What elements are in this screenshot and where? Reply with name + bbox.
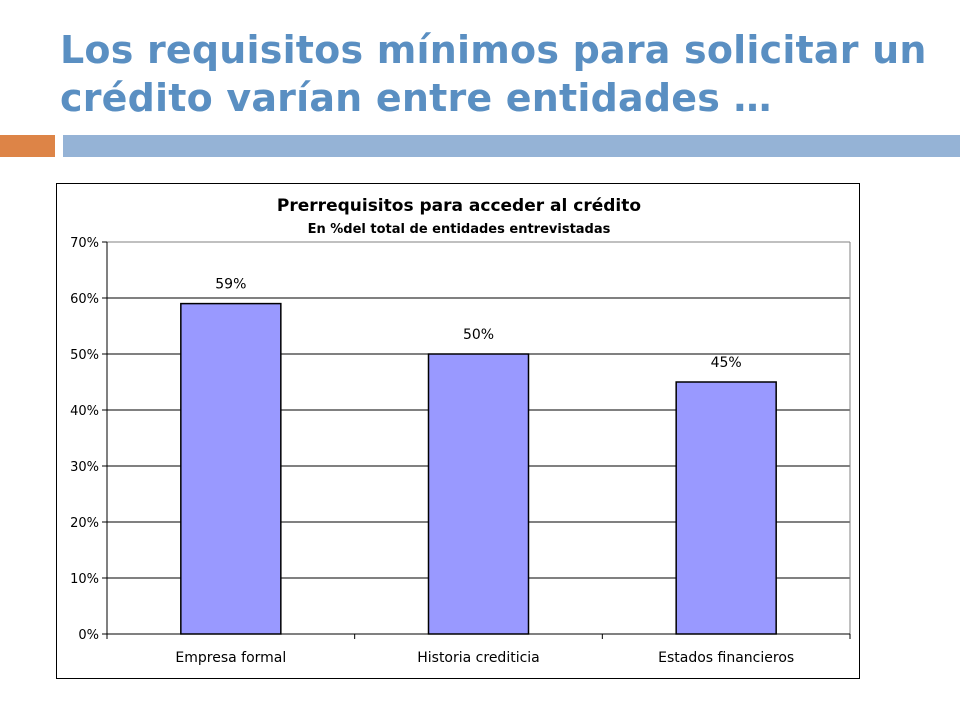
accent-bar-orange [0,135,55,157]
y-tick-label: 10% [70,572,99,587]
x-tick-label: Empresa formal [175,650,286,666]
y-tick-label: 50% [70,348,99,363]
data-label: 59% [215,277,246,293]
chart-subtitle: En %del total de entidades entrevistadas [308,222,611,237]
x-tick-label: Estados financieros [658,650,794,666]
chart-frame: Prerrequisitos para acceder al crédito E… [56,183,860,679]
slide-title-line-2: crédito varían entre entidades … [60,76,772,120]
bar [180,302,282,635]
slide-title: Los requisitos mínimos para solicitar un… [60,26,940,122]
bar [427,353,530,635]
data-label: 45% [711,355,742,371]
y-tick-label: 70% [70,236,99,251]
y-tick-label: 60% [70,292,99,307]
slide-title-line-1: Los requisitos mínimos para solicitar un [60,28,927,72]
bar-chart: Prerrequisitos para acceder al crédito E… [70,196,851,666]
data-label: 50% [463,327,494,343]
y-tick-label: 30% [70,460,99,475]
accent-bar-blue [63,135,960,157]
y-tick-label: 0% [78,628,99,643]
bars [180,302,777,635]
axes [102,241,851,639]
bar [675,381,777,635]
y-tick-label: 40% [70,404,99,419]
y-tick-label: 20% [70,516,99,531]
labels: 0% 10% 20% 30% 40% 50% 60% 70% 59% Empresa formal… [70,236,794,666]
x-tick-label: Historia crediticia [417,650,540,666]
chart-title: Prerrequisitos para acceder al crédito [277,196,641,216]
